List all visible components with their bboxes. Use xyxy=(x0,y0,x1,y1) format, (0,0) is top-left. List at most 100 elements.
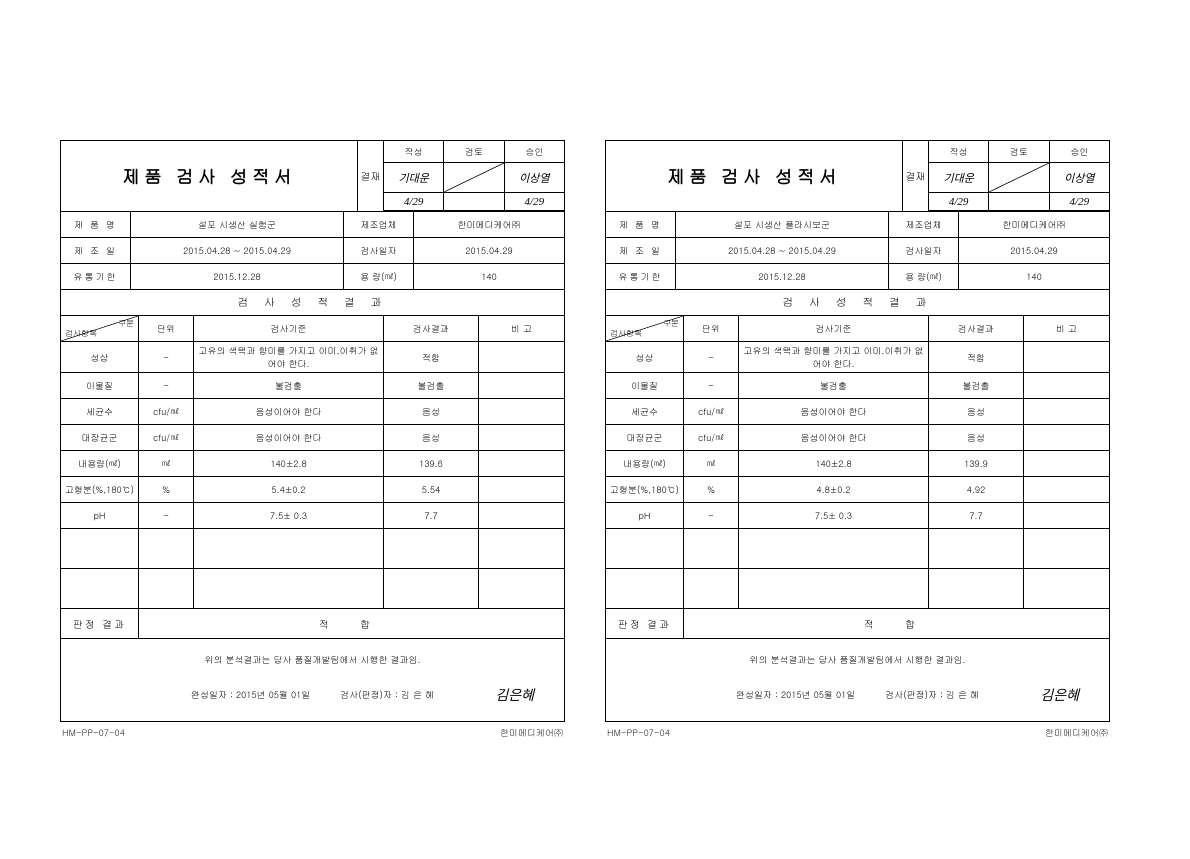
table-row xyxy=(61,529,564,569)
cell-unit: - xyxy=(684,342,739,372)
cell-criteria: 140±2.8 xyxy=(194,451,384,476)
cell-item: 세균수 xyxy=(61,399,139,424)
cell-unit: - xyxy=(139,342,194,372)
approval-date: 4/29 xyxy=(929,193,989,211)
approval-header: 승인 xyxy=(1050,141,1109,163)
meta-label: 검사일자 xyxy=(889,238,959,263)
table-header: 구분검사항목 단위 검사기준 검사결과 비 고 xyxy=(606,316,1109,342)
cell-result: 불검출 xyxy=(929,373,1024,398)
cell-note xyxy=(1024,477,1109,502)
footnote: 위의 분석결과는 당사 품질개발팀에서 시행한 결과임. xyxy=(616,653,1099,666)
approval-date: 4/29 xyxy=(505,193,564,211)
approval-vertical-label: 결재 xyxy=(903,141,929,211)
cell-unit: % xyxy=(139,477,194,502)
cell-unit: ㎖ xyxy=(684,451,739,476)
verdict-label: 판정 결과 xyxy=(606,609,684,638)
table-row: 세균수cfu/㎖음성이어야 한다음성 xyxy=(61,399,564,425)
company-name: 한미메디케어㈜ xyxy=(1045,726,1108,739)
table-row: 내용량(㎖)㎖140±2.8139.6 xyxy=(61,451,564,477)
verdict-row: 판정 결과 적 합 xyxy=(61,609,564,639)
cell-item: 고형분(%,180℃) xyxy=(61,477,139,502)
doc-title: 제품 검사 성적서 xyxy=(61,141,358,211)
approval-header: 승인 xyxy=(505,141,564,163)
meta-label: 유통기한 xyxy=(61,264,131,289)
cell-note xyxy=(1024,399,1109,424)
approval-sig xyxy=(444,163,504,193)
table-row: 세균수cfu/㎖음성이어야 한다음성 xyxy=(606,399,1109,425)
footer-inspector: 검사(판정)자 : 김 은 혜 xyxy=(340,688,434,701)
meta-label: 제조업체 xyxy=(889,212,959,237)
cell-criteria: 음성이어야 한다 xyxy=(739,425,929,450)
cell-item: 세균수 xyxy=(606,399,684,424)
cell-item: pH xyxy=(61,503,139,528)
cell-item: 내용량(㎖) xyxy=(61,451,139,476)
cell-unit: cfu/㎖ xyxy=(139,425,194,450)
meta-value: 설포 시생산 플라시보군 xyxy=(676,212,889,237)
cell-result: 음성 xyxy=(384,399,479,424)
cell-criteria: 4.8±0.2 xyxy=(739,477,929,502)
footer-inspector: 검사(판정)자 : 김 은 혜 xyxy=(885,688,979,701)
cell-unit: % xyxy=(684,477,739,502)
cell-note xyxy=(1024,503,1109,528)
table-row xyxy=(606,569,1109,609)
meta-value: 2015.04.29 xyxy=(959,238,1109,263)
approval-sig: 기대운 xyxy=(384,163,444,193)
meta-label: 유통기한 xyxy=(606,264,676,289)
approval-date: 4/29 xyxy=(1050,193,1109,211)
approval-date xyxy=(989,193,1049,211)
cell-result: 4.92 xyxy=(929,477,1024,502)
meta-label: 검사일자 xyxy=(344,238,414,263)
cell-criteria: 140±2.8 xyxy=(739,451,929,476)
approval-sig: 이상열 xyxy=(505,163,564,193)
verdict-label: 판정 결과 xyxy=(61,609,139,638)
approval-header: 작성 xyxy=(384,141,444,163)
cell-result: 음성 xyxy=(929,425,1024,450)
cell-note xyxy=(479,503,564,528)
cell-item: 이물질 xyxy=(61,373,139,398)
table-row: 이물질-불검출불검출 xyxy=(61,373,564,399)
meta-label: 제조업체 xyxy=(344,212,414,237)
meta-value: 2015.04.28 ~ 2015.04.29 xyxy=(676,238,889,263)
cell-note xyxy=(479,399,564,424)
table-row xyxy=(606,529,1109,569)
approval-date: 4/29 xyxy=(384,193,444,211)
cell-criteria: 고유의 색택과 향미를 가지고 이미,이취가 없어야 한다. xyxy=(194,342,384,372)
meta-label: 용 량(㎖) xyxy=(344,264,414,289)
footer-signature: 김은혜 xyxy=(495,685,534,705)
approval-vertical-label: 결재 xyxy=(358,141,384,211)
cell-result: 7.7 xyxy=(384,503,479,528)
footer-date: 완성일자 : 2015년 05월 01일 xyxy=(736,688,855,701)
cell-unit: cfu/㎖ xyxy=(684,399,739,424)
table-row: 내용량(㎖)㎖140±2.8139.9 xyxy=(606,451,1109,477)
approval-header: 검토 xyxy=(444,141,504,163)
cell-unit: cfu/㎖ xyxy=(684,425,739,450)
meta-value: 2015.04.28 ~ 2015.04.29 xyxy=(131,238,344,263)
meta-label: 용 량(㎖) xyxy=(889,264,959,289)
cell-note xyxy=(479,451,564,476)
table-row: 이물질-불검출불검출 xyxy=(606,373,1109,399)
cell-criteria: 불검출 xyxy=(194,373,384,398)
document-right: 제품 검사 성적서 결재 작성 검토 승인 기대운 이상열 4/29 4/29 xyxy=(605,140,1110,743)
cell-result: 불검출 xyxy=(384,373,479,398)
doc-code: HM-PP-07-04 xyxy=(62,726,125,739)
cell-unit: - xyxy=(139,503,194,528)
meta-value: 2015.12.28 xyxy=(676,264,889,289)
cell-criteria: 7.5± 0.3 xyxy=(194,503,384,528)
table-row: 성상-고유의 색택과 향미를 가지고 이미,이취가 없어야 한다.적합 xyxy=(606,342,1109,373)
cell-unit: - xyxy=(684,373,739,398)
table-row xyxy=(61,569,564,609)
cell-unit: ㎖ xyxy=(139,451,194,476)
cell-result: 7.7 xyxy=(929,503,1024,528)
table-header: 구분검사항목 단위 검사기준 검사결과 비 고 xyxy=(61,316,564,342)
cell-item: 성상 xyxy=(61,342,139,372)
cell-criteria: 불검출 xyxy=(739,373,929,398)
cell-item: 성상 xyxy=(606,342,684,372)
footer-date: 완성일자 : 2015년 05월 01일 xyxy=(191,688,310,701)
meta-value: 140 xyxy=(414,264,564,289)
section-header: 검 사 성 적 결 과 xyxy=(61,290,564,316)
cell-result: 적합 xyxy=(929,342,1024,372)
cell-item: pH xyxy=(606,503,684,528)
table-row: 고형분(%,180℃)%4.8±0.24.92 xyxy=(606,477,1109,503)
header-row: 제품 검사 성적서 결재 작성 검토 승인 기대운 이상열 4/29 4/29 xyxy=(61,141,564,212)
approval-date xyxy=(444,193,504,211)
